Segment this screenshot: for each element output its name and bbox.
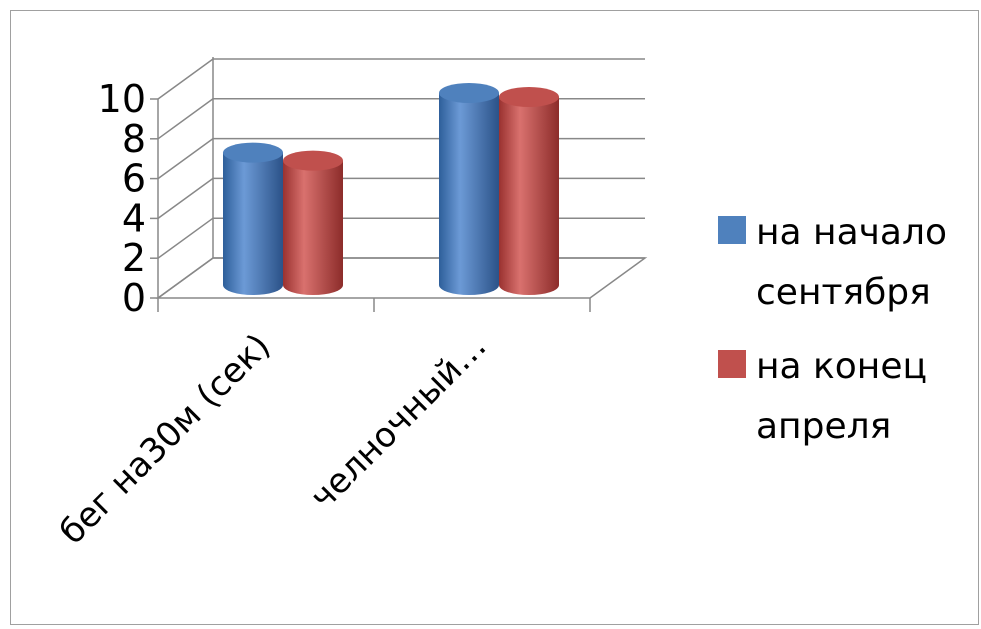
bar-body — [499, 96, 559, 295]
legend: на начало сентября на конец апреля — [718, 212, 947, 447]
bar-top — [223, 142, 283, 163]
y-tick-label: 4 — [122, 196, 146, 240]
bar-0-1 — [283, 150, 343, 295]
legend-label: апреля — [756, 406, 891, 447]
y-tick-label: 6 — [122, 157, 146, 201]
bar-body — [223, 152, 283, 295]
legend-label: на конец — [756, 346, 927, 387]
bar-1-0 — [439, 82, 499, 295]
bar-top — [499, 86, 559, 107]
bar-1-1 — [499, 86, 559, 295]
category-label: челночный… — [303, 326, 495, 518]
category-label: бег на30м (сек) — [52, 326, 278, 552]
floor — [155, 257, 648, 299]
bar-body — [439, 92, 499, 295]
y-tick-label: 10 — [98, 77, 146, 121]
legend-label: на начало — [756, 212, 947, 253]
bar-0-0 — [223, 142, 283, 295]
legend-swatch — [718, 216, 746, 244]
gridline — [157, 58, 645, 100]
y-tick-label: 0 — [122, 276, 146, 320]
legend-swatch — [718, 350, 746, 378]
y-tick-label: 2 — [122, 236, 146, 280]
y-tick-label: 8 — [122, 117, 146, 161]
bar-top — [439, 82, 499, 103]
bar-top — [283, 150, 343, 171]
gridline — [157, 98, 645, 140]
bars — [223, 82, 559, 295]
legend-label: сентября — [756, 272, 931, 313]
axes — [150, 98, 648, 312]
bar-body — [283, 160, 343, 295]
